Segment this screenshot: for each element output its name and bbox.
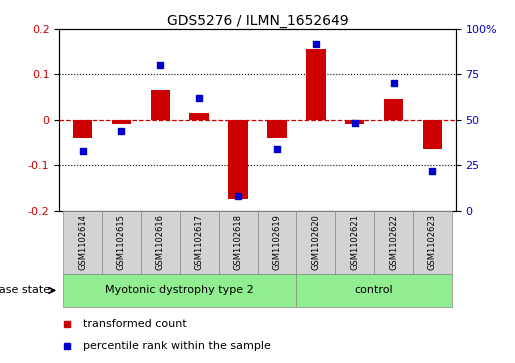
Point [234,193,242,199]
Point [156,62,164,68]
Text: GSM1102618: GSM1102618 [234,214,243,270]
FancyBboxPatch shape [258,211,296,274]
Bar [190,113,209,120]
Text: disease state: disease state [0,285,54,295]
Bar [228,120,248,199]
Point [273,146,281,152]
FancyBboxPatch shape [180,211,219,274]
Text: GSM1102621: GSM1102621 [350,215,359,270]
FancyBboxPatch shape [102,211,141,274]
Text: GSM1102616: GSM1102616 [156,214,165,270]
Point [195,95,203,101]
Text: GSM1102622: GSM1102622 [389,215,398,270]
FancyBboxPatch shape [335,211,374,274]
Text: control: control [355,285,393,295]
FancyBboxPatch shape [296,274,452,307]
FancyBboxPatch shape [219,211,258,274]
Text: GSM1102619: GSM1102619 [272,215,281,270]
Bar [267,120,287,138]
Bar [306,49,325,120]
FancyBboxPatch shape [296,211,335,274]
Title: GDS5276 / ILMN_1652649: GDS5276 / ILMN_1652649 [167,14,348,28]
Text: GSM1102615: GSM1102615 [117,215,126,270]
Point [78,148,87,154]
Text: GSM1102620: GSM1102620 [311,215,320,270]
Text: GSM1102617: GSM1102617 [195,214,204,270]
Text: percentile rank within the sample: percentile rank within the sample [83,340,271,351]
FancyBboxPatch shape [413,211,452,274]
FancyBboxPatch shape [374,211,413,274]
Point [389,81,398,86]
FancyBboxPatch shape [63,274,296,307]
Text: transformed count: transformed count [83,319,187,329]
FancyBboxPatch shape [141,211,180,274]
Bar [150,90,170,120]
Text: GSM1102614: GSM1102614 [78,215,87,270]
Bar [423,120,442,149]
Point [312,41,320,46]
Point [351,121,359,126]
Bar [112,120,131,124]
Point [428,168,437,174]
Text: GSM1102623: GSM1102623 [428,214,437,270]
FancyBboxPatch shape [63,211,102,274]
Text: Myotonic dystrophy type 2: Myotonic dystrophy type 2 [106,285,254,295]
Point [117,128,126,134]
Bar [73,120,92,138]
Bar [345,120,365,124]
Bar [384,99,403,120]
